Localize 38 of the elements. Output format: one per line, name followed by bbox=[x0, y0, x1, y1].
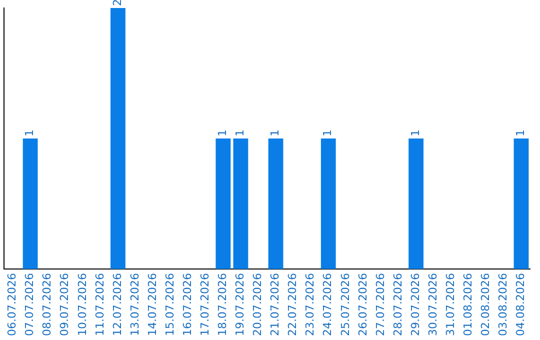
x-tick-label: 26.07.2026 bbox=[356, 273, 370, 336]
x-tick-label: 22.07.2026 bbox=[286, 273, 300, 336]
x-tick-label: 28.07.2026 bbox=[391, 273, 404, 336]
x-tick-label: 27.07.2026 bbox=[374, 273, 387, 336]
x-tick-label: 08.07.2026 bbox=[40, 273, 54, 336]
x-tick-label: 16.07.2026 bbox=[180, 273, 194, 336]
data-label: 1 bbox=[408, 130, 422, 137]
x-tick-label: 18.07.2026 bbox=[216, 273, 230, 336]
x-tick-label: 31.07.2026 bbox=[444, 273, 457, 336]
x-tick-label: 01.08.2026 bbox=[461, 273, 474, 336]
x-tick-label: 12.07.2026 bbox=[110, 273, 124, 336]
x-tick-label: 17.07.2026 bbox=[198, 273, 212, 336]
x-tick-label: 11.07.2026 bbox=[93, 273, 106, 336]
x-tick-label: 15.07.2026 bbox=[163, 273, 176, 336]
x-tick-label: 14.07.2026 bbox=[146, 273, 159, 336]
data-label: 1 bbox=[268, 130, 282, 137]
x-tick-label: 06.07.2026 bbox=[6, 273, 19, 336]
x-tick-label: 29.07.2026 bbox=[408, 273, 422, 336]
data-label: 1 bbox=[321, 130, 334, 137]
x-tick-label: 07.07.2026 bbox=[23, 273, 36, 336]
x-tick-label: 04.08.2026 bbox=[514, 273, 528, 336]
x-tick-label: 13.07.2026 bbox=[128, 273, 142, 336]
x-tick-label: 24.07.2026 bbox=[321, 273, 334, 336]
x-tick-label: 25.07.2026 bbox=[338, 273, 352, 336]
x-tick-label: 10.07.2026 bbox=[76, 273, 89, 336]
x-tick-label: 23.07.2026 bbox=[304, 273, 317, 336]
x-tick-label: 30.07.2026 bbox=[426, 273, 440, 336]
data-label: 2 bbox=[110, 0, 124, 6]
data-label: 1 bbox=[23, 130, 36, 137]
data-label: 1 bbox=[514, 130, 528, 137]
x-tick-label: 03.08.2026 bbox=[496, 273, 510, 336]
x-tick-label: 19.07.2026 bbox=[234, 273, 247, 336]
x-tick-label: 02.08.2026 bbox=[479, 273, 492, 336]
x-tick-label: 09.07.2026 bbox=[58, 273, 72, 336]
x-tick-label: 20.07.2026 bbox=[251, 273, 264, 336]
x-tick-label: 21.07.2026 bbox=[268, 273, 282, 336]
data-label: 1 bbox=[216, 130, 230, 137]
data-label: 1 bbox=[234, 130, 247, 137]
